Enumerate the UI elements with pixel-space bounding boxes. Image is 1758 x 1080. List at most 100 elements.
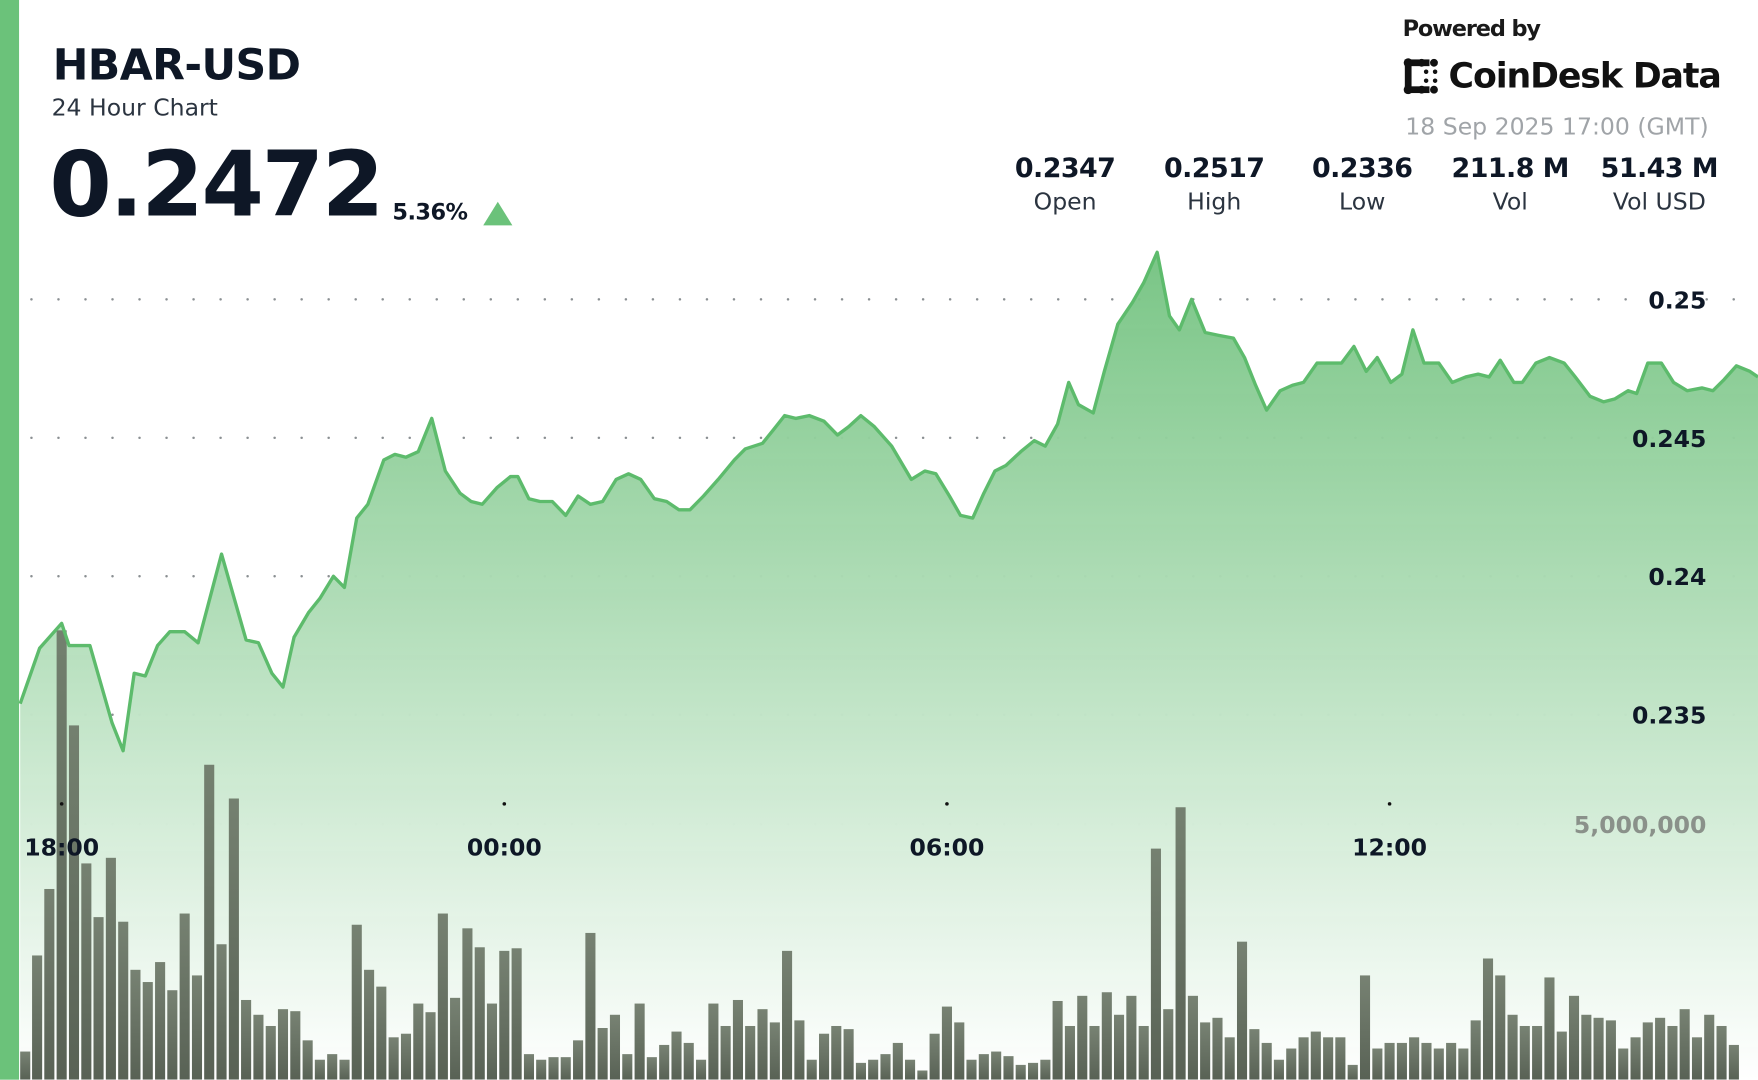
volume-bar — [44, 888, 55, 1080]
volume-bar — [1507, 1014, 1518, 1080]
volume-bar — [228, 798, 239, 1080]
volume-bar — [536, 1059, 547, 1080]
volume-bar — [1409, 1037, 1420, 1080]
volume-bar — [179, 913, 190, 1080]
volume-bar — [855, 1062, 866, 1080]
axis-labels: 0.25 0.245 0.24 0.235 5,000,000 18:00 00:00 06:… — [24, 286, 1706, 861]
volume-bar — [56, 630, 67, 1080]
up-triangle-icon — [483, 201, 513, 226]
volume-bar — [1077, 995, 1088, 1080]
price-tick-label: 0.24 — [1648, 563, 1706, 591]
time-tick-mark — [59, 802, 64, 806]
volume-bar — [1138, 1025, 1149, 1080]
volume-bar — [819, 1033, 830, 1080]
volume-bar — [413, 1003, 424, 1080]
volume-bar — [191, 975, 203, 1080]
volume-bar — [646, 1057, 657, 1080]
stat-vol: 211.8 M Vol — [1432, 152, 1589, 215]
volume-bar — [782, 950, 793, 1080]
volume-bar — [868, 1059, 879, 1080]
volume-bar — [1667, 1025, 1678, 1080]
time-tick-label: 00:00 — [467, 833, 542, 861]
volume-bar — [93, 917, 104, 1080]
volume-bar — [831, 1025, 842, 1080]
stat-low: 0.2336 Low — [1284, 152, 1441, 215]
volume-bar — [1605, 1020, 1616, 1080]
volume-bar — [1015, 1064, 1026, 1080]
volume-bar — [81, 863, 92, 1080]
volume-bar — [1040, 1059, 1051, 1080]
volume-bar — [1273, 1059, 1284, 1080]
stat-label: Low — [1339, 188, 1386, 216]
stat-value: 0.2517 — [1163, 152, 1265, 184]
volume-bar — [265, 1025, 276, 1080]
volume-bar — [1003, 1056, 1014, 1080]
time-tick-mark — [1387, 802, 1392, 806]
volume-bar — [1495, 975, 1506, 1080]
powered-by: Powered by — [1402, 14, 1541, 42]
time-tick-mark — [502, 802, 507, 806]
volume-bar — [450, 997, 461, 1080]
time-tick-label: 12:00 — [1352, 833, 1427, 861]
volume-bar — [1261, 1042, 1272, 1080]
volume-bar — [1716, 1025, 1727, 1080]
volume-bar — [1519, 1025, 1530, 1080]
volume-bar — [1175, 807, 1186, 1080]
volume-bar — [1691, 1037, 1703, 1080]
accent-bar — [0, 0, 20, 1080]
volume-bar — [523, 1054, 535, 1080]
volume-bar — [20, 1051, 31, 1080]
volume-bar — [769, 1022, 780, 1080]
volume-bar — [511, 948, 522, 1080]
stat-vol-usd: 51.43 M Vol USD — [1581, 152, 1738, 215]
volume-bar — [659, 1044, 670, 1080]
volume-bar — [118, 921, 129, 1080]
volume-bar — [277, 1009, 289, 1080]
volume-bar — [1544, 977, 1555, 1080]
volume-bar — [462, 928, 473, 1080]
symbol-title: HBAR-USD — [52, 40, 301, 90]
volume-bar — [708, 1003, 719, 1080]
price-tick-label: 0.25 — [1648, 286, 1706, 314]
current-price: 0.2472 — [49, 132, 384, 237]
volume-bar — [290, 1011, 301, 1080]
volume-bar — [32, 955, 43, 1080]
volume-bar — [1618, 1048, 1629, 1080]
volume-bar — [1384, 1042, 1395, 1080]
volume-bar — [1113, 1014, 1125, 1080]
volume-bar — [400, 1033, 412, 1080]
volume-bar — [720, 1025, 731, 1080]
volume-bar — [327, 1054, 338, 1080]
volume-bar — [437, 913, 448, 1080]
volume-bar — [1187, 995, 1198, 1080]
price-area — [20, 252, 1758, 1080]
volume-bars — [20, 630, 1739, 1080]
volume-bar — [376, 986, 387, 1080]
volume-bar — [745, 1025, 756, 1080]
volume-bar — [1433, 1048, 1444, 1080]
volume-bar — [1642, 1022, 1653, 1080]
volume-bar — [806, 1059, 817, 1080]
coindesk-logo: CoinDesk Data — [1401, 56, 1722, 97]
chart-subtitle: 24 Hour Chart — [51, 94, 218, 122]
volume-bar — [634, 1003, 645, 1080]
volume-bar — [425, 1012, 436, 1080]
volume-bar — [1359, 975, 1371, 1080]
timestamp: 18 Sep 2025 17:00 (GMT) — [1405, 113, 1709, 141]
volume-bar — [1224, 1037, 1235, 1080]
volume-bar — [1126, 995, 1137, 1080]
volume-bar — [1470, 1020, 1481, 1080]
logo-text: CoinDesk Data — [1448, 56, 1722, 97]
volume-bar — [474, 947, 485, 1080]
volume-bar — [388, 1037, 399, 1080]
stat-high: 0.2517 High — [1136, 152, 1293, 215]
volume-bar — [794, 1020, 805, 1080]
volume-bar — [499, 950, 510, 1080]
price-tick-label: 0.235 — [1632, 702, 1706, 730]
volume-bar — [1335, 1037, 1346, 1080]
volume-bar — [683, 1042, 694, 1080]
volume-bar — [339, 1059, 350, 1080]
volume-bar — [155, 962, 166, 1080]
volume-bar — [1052, 1000, 1063, 1080]
coindesk-logo-icon — [1403, 58, 1438, 95]
